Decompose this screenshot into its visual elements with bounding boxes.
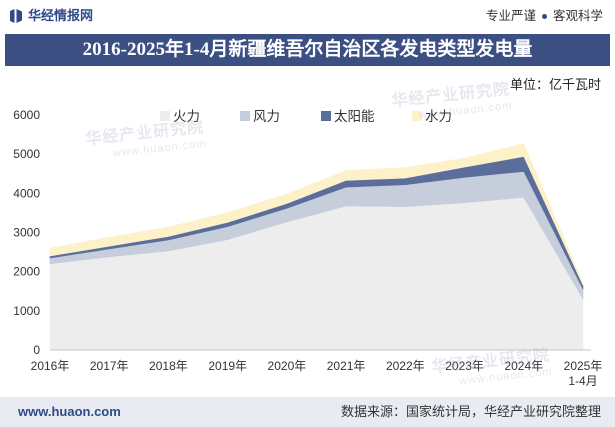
stacked-area-chart: 0 1000 2000 3000 4000 5000 6000 2016年 2017年 2018年…: [13, 108, 603, 388]
logo-text: 华经情报网: [28, 8, 94, 23]
slogan: 专业严谨 客观科学: [486, 8, 603, 24]
y-tick-label: 1000: [13, 304, 40, 318]
x-tick-label: 2018年: [149, 359, 188, 373]
x-tick-label: 2019年: [208, 359, 247, 373]
fire-area: [49, 196, 584, 351]
legend-label: 太阳能: [334, 109, 375, 124]
y-tick-label: 0: [33, 343, 40, 357]
title-bar: 2016-2025年1-4月新疆维吾尔自治区各发电类型发电量: [5, 34, 610, 66]
chart-title: 2016-2025年1-4月新疆维吾尔自治区各发电类型发电量: [82, 39, 533, 60]
slogan-professional: 专业严谨: [485, 9, 536, 23]
logo-icon: [10, 9, 22, 23]
separator-dot: [541, 13, 547, 19]
x-tick-label: 2022年: [386, 359, 425, 373]
legend-swatch: [240, 111, 250, 121]
y-tick-label: 2000: [13, 265, 40, 279]
y-tick-label: 5000: [13, 147, 40, 161]
header: 华经情报网 专业严谨 客观科学: [0, 0, 615, 32]
legend-swatch: [160, 111, 170, 121]
x-tick-label: 2023年: [445, 359, 484, 373]
legend-item: 风力: [240, 109, 280, 124]
legend-swatch: [412, 111, 422, 121]
footer-website: www.huaon.com: [18, 404, 121, 419]
legend-item: 水力: [412, 109, 452, 124]
legend-label: 风力: [253, 109, 280, 124]
x-tick-label: 2024年: [504, 359, 543, 373]
legend-label: 火力: [173, 109, 200, 124]
legend-label: 水力: [425, 109, 452, 124]
hydro-area: [49, 143, 584, 286]
legend-item: 太阳能: [321, 109, 375, 124]
y-tick-label: 6000: [13, 108, 40, 122]
legend-swatch: [321, 111, 331, 121]
x-tick-label: 2017年: [90, 359, 129, 373]
y-tick-label: 3000: [13, 226, 40, 240]
x-tick-label: 2020年: [268, 359, 307, 373]
legend-item: 火力: [160, 109, 200, 124]
footer: www.huaon.com 数据来源：国家统计局，华经产业研究院整理: [0, 397, 615, 427]
x-tick-label: 2025年 1-4月: [564, 359, 603, 388]
slogan-objective: 客观科学: [552, 9, 603, 23]
footer-source: 数据来源：国家统计局，华经产业研究院整理: [340, 404, 601, 419]
x-tick-label: 2016年: [31, 359, 70, 373]
x-tick-label: 2021年: [327, 359, 366, 373]
y-tick-label: 4000: [13, 186, 40, 200]
unit-label: 单位：亿千瓦时: [509, 77, 601, 92]
